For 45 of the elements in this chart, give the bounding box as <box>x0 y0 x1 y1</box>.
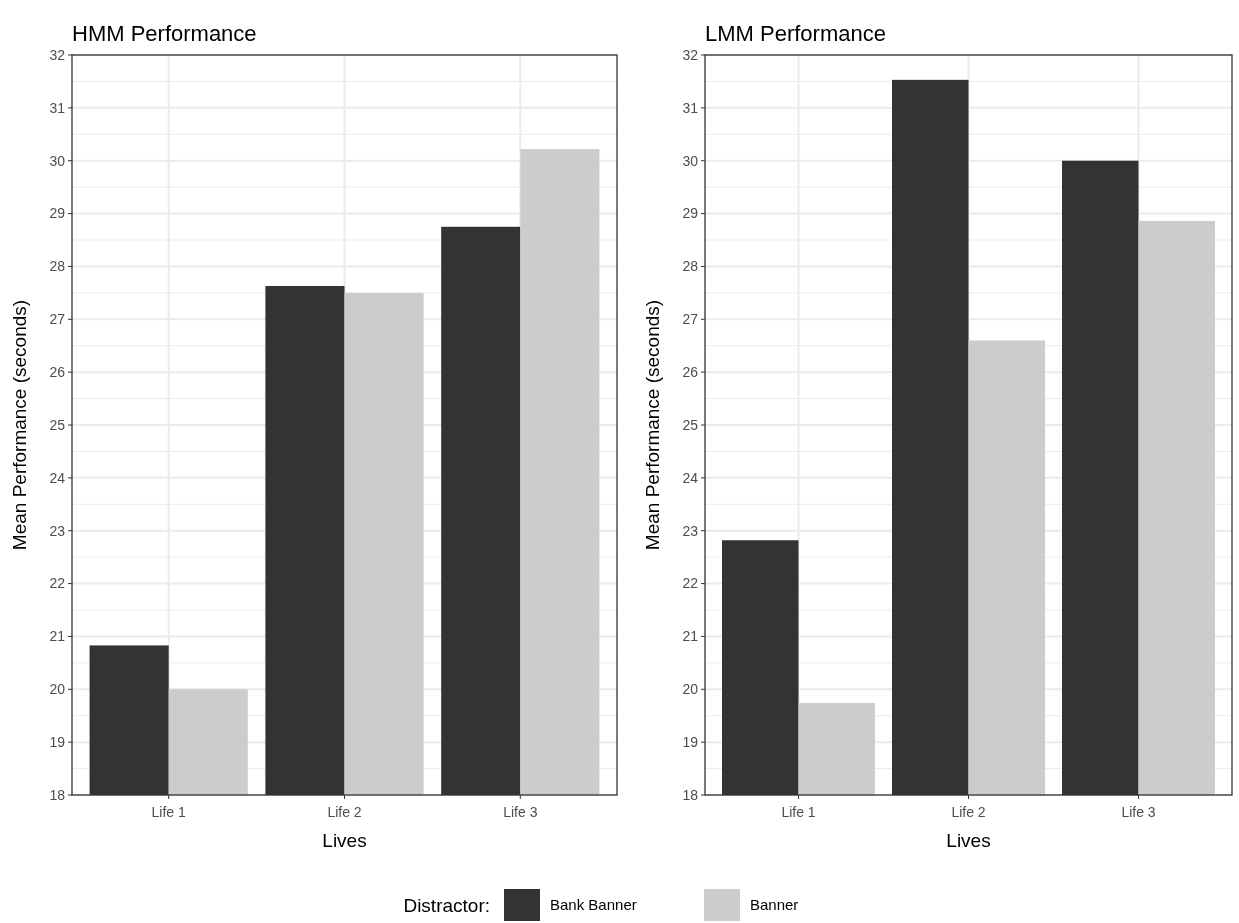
y-axis-title: Mean Performance (seconds) <box>642 299 663 551</box>
y-tick-label: 18 <box>682 786 699 803</box>
y-tick-label: 23 <box>49 522 66 539</box>
y-tick-label: 31 <box>682 99 699 116</box>
y-tick-label: 30 <box>682 152 699 169</box>
y-tick-label: 32 <box>49 46 66 63</box>
y-tick-label: 20 <box>49 681 66 698</box>
y-tick-label: 28 <box>49 258 66 275</box>
y-tick-label: 29 <box>49 205 66 222</box>
x-axis-title: Lives <box>946 830 991 851</box>
x-tick-label: Life 2 <box>327 804 362 820</box>
y-tick-label: 24 <box>682 469 699 486</box>
x-axis-title: Lives <box>322 830 367 851</box>
y-tick-label: 20 <box>682 681 699 698</box>
y-tick-label: 22 <box>682 575 699 592</box>
y-tick-label: 23 <box>682 522 699 539</box>
y-tick-label: 28 <box>682 258 699 275</box>
legend-label: Bank Banner <box>550 896 637 914</box>
y-tick-label: 21 <box>49 628 66 645</box>
y-tick-label: 22 <box>49 575 66 592</box>
y-tick-label: 24 <box>49 469 66 486</box>
y-tick-label: 18 <box>49 786 66 803</box>
y-tick-label: 27 <box>682 311 699 328</box>
y-tick-label: 27 <box>49 311 66 328</box>
legend-title: Distractor: <box>403 894 490 916</box>
y-tick-label: 32 <box>682 46 699 63</box>
x-tick-label: Life 3 <box>503 804 538 820</box>
y-tick-label: 21 <box>682 628 699 645</box>
y-axis-title: Mean Performance (seconds) <box>9 299 30 551</box>
x-tick-label: Life 1 <box>781 804 816 820</box>
y-tick-label: 31 <box>49 99 66 116</box>
y-tick-label: 26 <box>682 364 699 381</box>
y-tick-label: 25 <box>682 416 699 433</box>
chart-title: HMM Performance <box>72 21 257 46</box>
legend-label: Banner <box>750 896 799 914</box>
y-tick-label: 30 <box>49 152 66 169</box>
chart-title: LMM Performance <box>705 21 886 46</box>
x-tick-label: Life 2 <box>951 804 986 820</box>
y-tick-label: 19 <box>682 734 699 751</box>
y-tick-label: 29 <box>682 205 699 222</box>
y-tick-label: 25 <box>49 416 66 433</box>
x-tick-label: Life 3 <box>1121 804 1156 820</box>
x-tick-label: Life 1 <box>151 804 187 820</box>
y-tick-label: 26 <box>49 364 66 381</box>
y-tick-label: 19 <box>49 734 66 751</box>
